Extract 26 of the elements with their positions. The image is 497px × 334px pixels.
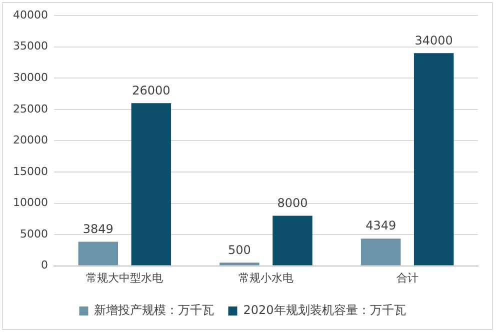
data-label: 500 [228,242,251,257]
y-tick-label: 40000 [12,8,48,22]
bar [131,103,172,266]
y-tick-label: 25000 [12,102,48,116]
y-tick-label: 20000 [12,134,48,147]
x-tick-label: 合计 [396,271,418,284]
y-tick-label: 15000 [12,164,48,178]
bar [272,216,312,266]
data-label: 26000 [132,83,170,98]
bar [78,242,118,266]
data-label: 3849 [82,222,114,236]
y-tick-label: 10000 [12,196,48,210]
x-tick-label: 常规大中型水电 [86,271,164,284]
bar [220,262,260,266]
y-tick-label: 0 [40,258,48,272]
data-label: 34000 [414,33,453,48]
data-label: 4349 [366,218,396,233]
data-label: 8000 [277,196,308,210]
y-tick-label: 30000 [12,71,48,84]
y-tick-label: 35000 [12,40,48,53]
bar [360,238,401,266]
y-tick-label: 5000 [20,227,48,240]
legend-label: 新增投产规模：万千瓦 [94,303,214,318]
x-tick-label: 常规小水电 [238,271,294,284]
legend-label: 2020年规划装机容量：万千瓦 [243,303,406,318]
bar [414,53,454,266]
